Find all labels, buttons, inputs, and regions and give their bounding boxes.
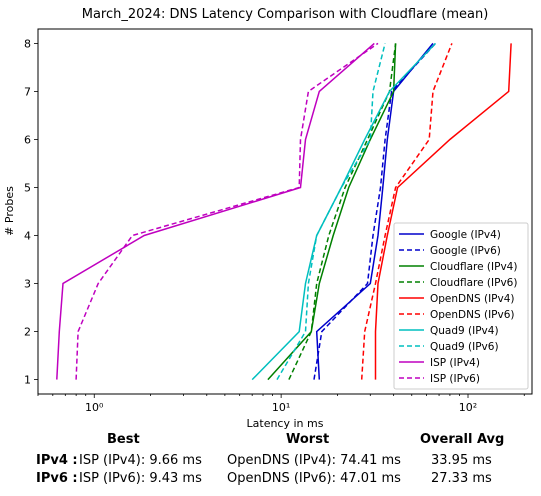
summary-row-ipv4-best: ISP (IPv4): 9.66 ms [79,453,202,468]
legend: Google (IPv4) Google (IPv6) Cloudflare (IP… [393,222,529,390]
x-tick-label: 10¹ [272,401,290,414]
series-line-google-ipv4 [315,42,434,380]
legend-label-google-ipv4: Google (IPv4) [430,229,501,241]
y-tick-label: 1 [24,374,31,387]
plot-lines [56,42,512,381]
series-line-isp-ipv4 [56,42,375,380]
summary-header-worst: Worst [286,432,330,447]
summary-header-overall: Overall Avg [420,432,505,447]
y-tick-label: 2 [24,326,31,339]
legend-label-cloudflare-ipv4: Cloudflare (IPv4) [430,261,517,273]
y-tick-label: 7 [24,85,31,98]
y-tick-label: 8 [24,37,31,50]
series-line-opendns-ipv6 [360,43,453,380]
y-axis-label: # Probes [3,186,16,236]
y-tick-label: 3 [24,278,31,291]
legend-label-google-ipv6: Google (IPv6) [430,245,501,257]
legend-label-isp-ipv4: ISP (IPv4) [430,357,480,369]
x-axis-label: Latency in ms [247,417,324,430]
legend-label-quad9-ipv6: Quad9 (IPv6) [430,341,499,353]
y-tick-label: 6 [24,133,31,146]
summary-row-ipv4-label: IPv4 : [36,453,78,468]
x-tick-label: 10⁰ [85,401,104,414]
legend-label-cloudflare-ipv6: Cloudflare (IPv6) [430,277,517,289]
y-tick-label: 5 [24,181,31,194]
summary-header-best: Best [107,432,140,447]
legend-box [393,222,529,390]
legend-label-isp-ipv6: ISP (IPv6) [430,373,480,385]
summary-row-ipv6-best: ISP (IPv6): 9.43 ms [79,471,202,486]
summary-row-ipv6-overall: 27.33 ms [431,471,492,486]
summary-row-ipv6-label: IPv6 : [36,471,78,486]
summary-row-ipv4-overall: 33.95 ms [431,453,492,468]
legend-label-opendns-ipv6: OpenDNS (IPv6) [430,309,515,321]
summary-row-ipv6-worst: OpenDNS (IPv6): 47.01 ms [227,471,401,486]
series-line-isp-ipv6 [75,42,379,380]
x-tick-label: 10² [459,401,477,414]
series-line-cloudflare-ipv4 [267,43,397,381]
summary-row-ipv4-worst: OpenDNS (IPv4): 74.41 ms [227,453,401,468]
legend-label-opendns-ipv4: OpenDNS (IPv4) [430,293,515,305]
chart-title: March_2024: DNS Latency Comparison with … [82,7,489,22]
dns-latency-chart: March_2024: DNS Latency Comparison with … [3,7,533,430]
x-axis: 10⁰ 10¹ 10² [37,394,525,414]
legend-label-quad9-ipv4: Quad9 (IPv4) [430,325,499,337]
y-axis: 1 2 3 4 5 6 7 8 [24,37,38,387]
y-tick-label: 4 [24,230,31,243]
plot-frame [37,28,533,395]
summary-table: Best Worst Overall Avg IPv4 : ISP (IPv4)… [0,430,541,496]
series-line-quad9-ipv6 [276,43,386,380]
series-line-opendns-ipv4 [374,43,512,380]
